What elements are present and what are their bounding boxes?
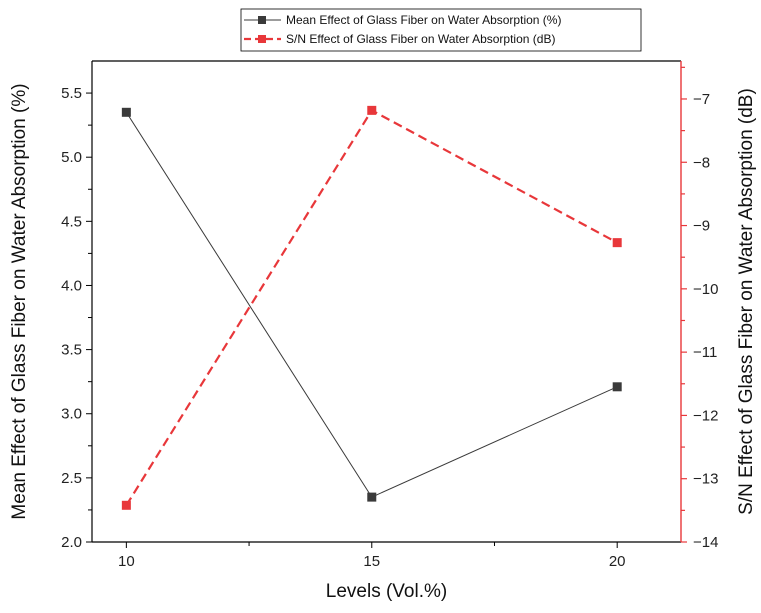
- plot-area: [91, 60, 682, 543]
- legend-box: [240, 8, 642, 52]
- left-y-axis: 2.0 2.5 3.0 3.5 4.0 4.5 5.0 5.5 Mean Effect of G…: [9, 83, 92, 551]
- left-tick-label: 4.0: [61, 277, 82, 294]
- sn-series-point: [121, 500, 131, 510]
- right-tick-label: −14: [693, 534, 718, 551]
- x-tick-label: 20: [609, 553, 626, 570]
- sn-series-legend-marker: [258, 35, 266, 43]
- right-axis-title: S/N Effect of Glass Fiber on Water Absor…: [736, 88, 757, 515]
- left-tick-label: 3.5: [61, 342, 82, 359]
- right-tick-label: −10: [693, 281, 718, 298]
- right-tick-label: −9: [693, 218, 710, 235]
- sn-series-point: [367, 105, 377, 115]
- left-tick-label: 4.5: [61, 213, 82, 230]
- right-tick-label: −12: [693, 407, 718, 424]
- x-tick-label: 10: [118, 553, 135, 570]
- legend: Mean Effect of Glass Fiber on Water Abso…: [240, 8, 642, 52]
- mean-series-point: [612, 382, 622, 392]
- x-axis: 10 15 20 Levels (Vol.%): [118, 542, 626, 602]
- sn-series-line: [125, 108, 618, 506]
- right-y-axis: −7 −8 −9 −10 −11 −12 −13 −14 S/N Effect of Glass…: [681, 66, 757, 551]
- right-tick-label: −7: [693, 91, 710, 108]
- mean-series-point: [121, 107, 131, 117]
- mean-series-legend-label: Mean Effect of Glass Fiber on Water Abso…: [286, 13, 561, 27]
- left-tick-label: 2.5: [61, 470, 82, 487]
- mean-series-line: [125, 112, 618, 498]
- right-tick-label: −13: [693, 471, 718, 488]
- x-tick-label: 15: [363, 553, 380, 570]
- left-tick-label: 2.0: [61, 534, 82, 551]
- left-tick-label: 3.0: [61, 406, 82, 423]
- series-layer: [121, 105, 622, 510]
- mean-series-point: [367, 492, 377, 502]
- left-axis-title: Mean Effect of Glass Fiber on Water Abso…: [9, 83, 30, 519]
- sn-series-legend-label: S/N Effect of Glass Fiber on Water Absor…: [286, 32, 555, 46]
- right-tick-label: −11: [693, 344, 717, 361]
- left-tick-label: 5.0: [61, 149, 82, 166]
- sn-series-point: [612, 238, 622, 248]
- left-tick-label: 5.5: [61, 85, 82, 102]
- right-tick-label: −8: [693, 154, 710, 171]
- mean-series-legend-marker: [258, 16, 266, 24]
- x-axis-title: Levels (Vol.%): [326, 581, 447, 602]
